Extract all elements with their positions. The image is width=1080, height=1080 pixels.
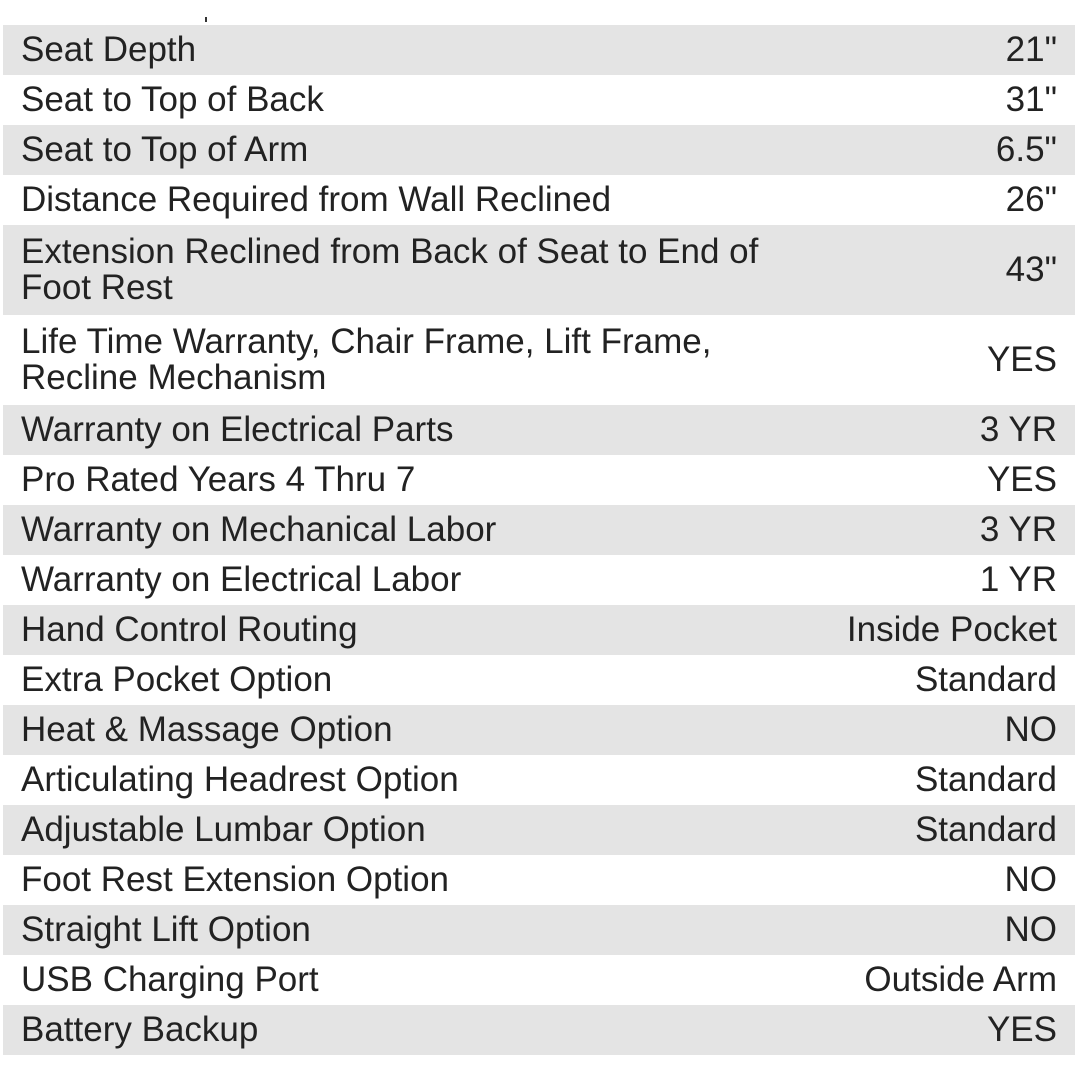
spec-label: Distance Required from Wall Reclined: [21, 180, 612, 219]
spec-value: Outside Arm: [864, 960, 1057, 999]
spec-row: Seat to Top of Back 31": [3, 75, 1075, 125]
spec-value: YES: [986, 460, 1057, 499]
spec-label: Seat to Top of Arm: [3, 125, 817, 175]
spec-label: Battery Backup: [3, 1005, 817, 1055]
spec-value: 3 YR: [816, 505, 1075, 555]
spec-row: Battery Backup YES: [3, 1005, 1075, 1055]
spec-label: Articulating Headrest Option: [21, 760, 459, 799]
spec-value: NO: [816, 905, 1075, 955]
spec-value: NO: [816, 705, 1075, 755]
spec-row: Warranty on Mechanical Labor 3 YR: [3, 505, 1075, 555]
spec-row: Extra Pocket Option Standard: [3, 655, 1075, 705]
spec-row: Warranty on Electrical Labor 1 YR: [3, 555, 1075, 605]
spec-value: 21": [816, 25, 1075, 75]
spec-row: Seat to Top of Arm 6.5": [3, 125, 1075, 175]
spec-table: Seat Depth 21" Seat to Top of Back 31" Seat …: [3, 25, 1075, 1055]
spec-value: 26": [1005, 180, 1057, 219]
spec-row: Life Time Warranty, Chair Frame, Lift Fr…: [3, 315, 1075, 405]
spec-row: Heat & Massage Option NO: [3, 705, 1075, 755]
spec-row: USB Charging Port Outside Arm: [3, 955, 1075, 1005]
spec-label: Foot Rest Extension Option: [21, 860, 449, 899]
spec-label: USB Charging Port: [21, 960, 319, 999]
spec-value: 43": [816, 225, 1075, 315]
spec-value: YES: [986, 340, 1057, 379]
scan-mark: [205, 17, 207, 22]
spec-row: Distance Required from Wall Reclined 26": [3, 175, 1075, 225]
spec-label: Pro Rated Years 4 Thru 7: [21, 460, 416, 499]
spec-label: Extension Reclined from Back of Seat to …: [3, 225, 817, 315]
spec-value: NO: [1004, 860, 1058, 899]
spec-value: 31": [1005, 80, 1057, 119]
spec-value: YES: [816, 1005, 1075, 1055]
spec-row: Hand Control Routing Inside Pocket: [3, 605, 1075, 655]
spec-value: Inside Pocket: [816, 605, 1075, 655]
spec-label: Seat to Top of Back: [21, 80, 324, 119]
spec-label: Life Time Warranty, Chair Frame, Lift Fr…: [21, 322, 712, 397]
spec-row: Seat Depth 21": [3, 25, 1075, 75]
spec-value: Standard: [816, 805, 1075, 855]
spec-value: 1 YR: [979, 560, 1057, 599]
spec-value: Standard: [914, 760, 1057, 799]
spec-row: Adjustable Lumbar Option Standard: [3, 805, 1075, 855]
spec-label: Extra Pocket Option: [21, 660, 333, 699]
spec-value: 6.5": [816, 125, 1075, 175]
spec-row: Extension Reclined from Back of Seat to …: [3, 225, 1075, 315]
spec-label: Seat Depth: [3, 25, 817, 75]
spec-label: Warranty on Electrical Parts: [3, 405, 817, 455]
spec-row: Pro Rated Years 4 Thru 7 YES: [3, 455, 1075, 505]
spec-label: Warranty on Electrical Labor: [21, 560, 462, 599]
spec-row: Articulating Headrest Option Standard: [3, 755, 1075, 805]
spec-label: Hand Control Routing: [3, 605, 817, 655]
spec-label: Straight Lift Option: [3, 905, 817, 955]
spec-value: Standard: [914, 660, 1057, 699]
spec-row: Foot Rest Extension Option NO: [3, 855, 1075, 905]
spec-label: Adjustable Lumbar Option: [3, 805, 817, 855]
spec-row: Warranty on Electrical Parts 3 YR: [3, 405, 1075, 455]
spec-value: 3 YR: [816, 405, 1075, 455]
spec-row: Straight Lift Option NO: [3, 905, 1075, 955]
spec-label: Warranty on Mechanical Labor: [3, 505, 817, 555]
spec-label: Heat & Massage Option: [3, 705, 817, 755]
